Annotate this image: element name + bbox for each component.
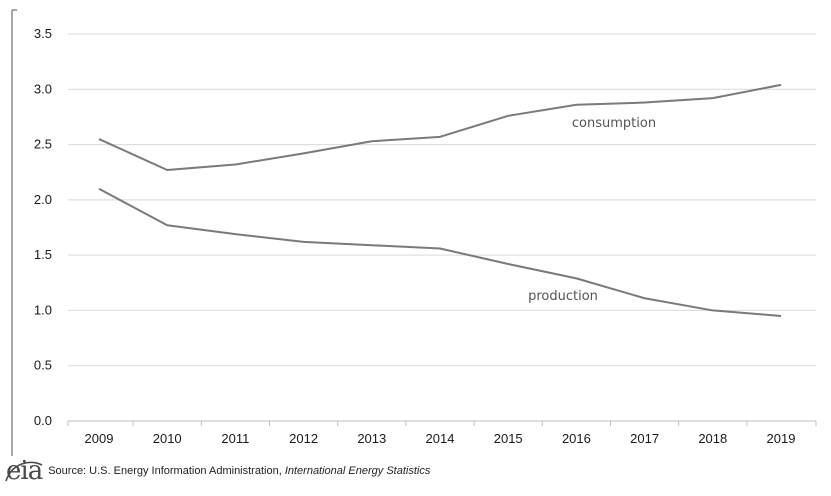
x-tick-label: 2012 <box>289 431 318 446</box>
y-tick-label: 3.0 <box>34 81 52 96</box>
series-lines <box>98 83 782 317</box>
x-tick-label: 2018 <box>698 431 727 446</box>
production-label: production <box>528 289 598 304</box>
source-note: Source: U.S. Energy Information Administ… <box>48 465 430 477</box>
x-tick-label: 2015 <box>494 431 523 446</box>
eia-swoosh-icon <box>5 461 43 482</box>
y-tick-label: 0.0 <box>34 413 52 428</box>
footer: eia Source: U.S. Energy Information Admi… <box>5 456 430 486</box>
y-tick-label: 1.5 <box>34 247 52 262</box>
line-chart: 0.0 0.5 1.0 1.5 2.0 2.5 3.0 3.5 2009 2010 2011 201… <box>11 9 817 456</box>
x-axis-tick-labels: 2009 2010 2011 2012 2013 2014 2015 2016 2017 2018… <box>67 421 817 446</box>
source-italic: International Energy Statistics <box>284 465 431 477</box>
y-tick-label: 1.0 <box>34 302 52 317</box>
x-tick-label: 2016 <box>562 431 591 446</box>
y-tick-label: 0.5 <box>34 358 52 373</box>
x-tick-label: 2014 <box>426 431 455 446</box>
production-line <box>98 187 782 317</box>
consumption-label: consumption <box>572 116 656 131</box>
gridlines <box>68 33 816 422</box>
y-axis-tick-labels: 0.0 0.5 1.0 1.5 2.0 2.5 3.0 3.5 <box>34 26 52 428</box>
y-tick-label: 2.0 <box>34 192 52 207</box>
x-tick-label: 2017 <box>630 431 659 446</box>
y-tick-label: 2.5 <box>34 137 52 152</box>
x-tick-label: 2010 <box>153 431 182 446</box>
source-prefix: Source: U.S. Energy Information Administ… <box>48 465 285 477</box>
x-tick-label: 2009 <box>85 431 114 446</box>
x-tick-label: 2013 <box>357 431 386 446</box>
consumption-line <box>98 83 782 172</box>
y-tick-label: 3.5 <box>34 26 52 41</box>
x-tick-label: 2019 <box>767 431 796 446</box>
x-tick-label: 2011 <box>221 431 249 446</box>
eia-logo: eia <box>5 458 43 484</box>
series-labels: consumption production <box>528 116 656 304</box>
